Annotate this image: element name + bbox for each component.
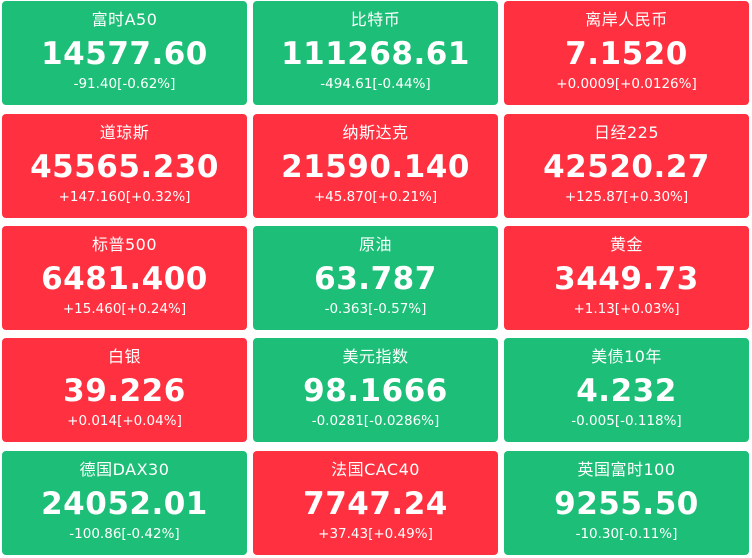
quote-tile-france-cac40[interactable]: 法国CAC40 7747.24 +37.43[+0.49%]	[253, 451, 498, 555]
quote-price: 39.226	[63, 373, 186, 409]
quote-name: 纳斯达克	[342, 123, 409, 142]
quote-change: +37.43[+0.49%]	[318, 526, 433, 542]
quote-tile-bitcoin[interactable]: 比特币 111268.61 -494.61[-0.44%]	[253, 1, 498, 105]
quote-name: 英国富时100	[577, 460, 676, 479]
quote-tile-germany-dax30[interactable]: 德国DAX30 24052.01 -100.86[-0.42%]	[2, 451, 247, 555]
quote-name: 富时A50	[91, 10, 158, 29]
quote-change: -100.86[-0.42%]	[69, 526, 180, 542]
quote-tile-crude-oil[interactable]: 原油 63.787 -0.363[-0.57%]	[253, 226, 498, 330]
quote-tile-sp500[interactable]: 标普500 6481.400 +15.460[+0.24%]	[2, 226, 247, 330]
quote-name: 美债10年	[591, 347, 662, 366]
quote-name: 比特币	[350, 10, 401, 29]
quote-change: -0.0281[-0.0286%]	[311, 413, 440, 429]
quote-price: 6481.400	[41, 261, 208, 297]
quote-name: 道琼斯	[99, 123, 150, 142]
quote-change: -0.005[-0.118%]	[571, 413, 682, 429]
quote-change: -91.40[-0.62%]	[73, 76, 176, 92]
quote-tile-silver[interactable]: 白银 39.226 +0.014[+0.04%]	[2, 338, 247, 442]
quote-change: +45.870[+0.21%]	[313, 189, 438, 205]
quote-price: 45565.230	[30, 149, 219, 185]
quote-tile-nikkei-225[interactable]: 日经225 42520.27 +125.87[+0.30%]	[504, 114, 749, 218]
quote-price: 7747.24	[303, 486, 448, 522]
quote-price: 3449.73	[554, 261, 699, 297]
quote-change: +125.87[+0.30%]	[564, 189, 689, 205]
quote-tile-ftse-china-a50[interactable]: 富时A50 14577.60 -91.40[-0.62%]	[2, 1, 247, 105]
quote-tile-dollar-index[interactable]: 美元指数 98.1666 -0.0281[-0.0286%]	[253, 338, 498, 442]
quote-price: 4.232	[576, 373, 677, 409]
quote-name: 离岸人民币	[585, 10, 668, 29]
quote-name: 黄金	[609, 235, 643, 254]
quote-name: 美元指数	[342, 347, 409, 366]
quote-name: 白银	[107, 347, 141, 366]
quote-price: 7.1520	[565, 36, 688, 72]
quote-change: +0.0009[+0.0126%]	[556, 76, 697, 92]
quote-change: +0.014[+0.04%]	[67, 413, 182, 429]
quote-name: 日经225	[593, 123, 660, 142]
quote-tile-nasdaq[interactable]: 纳斯达克 21590.140 +45.870[+0.21%]	[253, 114, 498, 218]
quote-name: 标普500	[91, 235, 158, 254]
quote-price: 9255.50	[554, 486, 699, 522]
quote-change: -494.61[-0.44%]	[320, 76, 431, 92]
quote-price: 111268.61	[281, 36, 470, 72]
quote-tile-us-10y-treasury[interactable]: 美债10年 4.232 -0.005[-0.118%]	[504, 338, 749, 442]
quote-change: -10.30[-0.11%]	[575, 526, 678, 542]
quote-name: 原油	[358, 235, 392, 254]
quote-price: 63.787	[314, 261, 437, 297]
quote-tile-offshore-rmb[interactable]: 离岸人民币 7.1520 +0.0009[+0.0126%]	[504, 1, 749, 105]
quote-price: 14577.60	[41, 36, 208, 72]
quote-name: 德国DAX30	[79, 460, 170, 479]
quote-tile-gold[interactable]: 黄金 3449.73 +1.13[+0.03%]	[504, 226, 749, 330]
quote-price: 42520.27	[543, 149, 710, 185]
quote-price: 21590.140	[281, 149, 470, 185]
quote-price: 98.1666	[303, 373, 448, 409]
quote-price: 24052.01	[41, 486, 208, 522]
quote-name: 法国CAC40	[331, 460, 420, 479]
quote-change: -0.363[-0.57%]	[324, 301, 427, 317]
quote-change: +15.460[+0.24%]	[62, 301, 187, 317]
quote-tile-dow-jones[interactable]: 道琼斯 45565.230 +147.160[+0.32%]	[2, 114, 247, 218]
quote-change: +1.13[+0.03%]	[573, 301, 680, 317]
quote-change: +147.160[+0.32%]	[58, 189, 191, 205]
quote-tile-ftse-100[interactable]: 英国富时100 9255.50 -10.30[-0.11%]	[504, 451, 749, 555]
